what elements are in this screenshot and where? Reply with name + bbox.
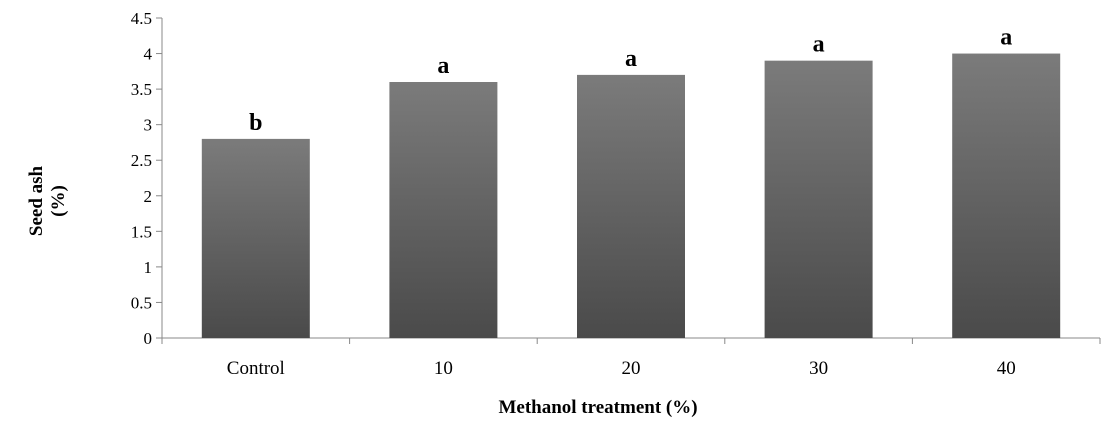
labels: Control b 10 a 20 a 30 a 40 a — [227, 25, 1016, 379]
y-tick-label: 3 — [144, 116, 153, 135]
x-tick-label: Control — [227, 358, 285, 379]
y-tick-label: 0 — [144, 329, 153, 348]
y-axis-title: Seed ash (%) — [26, 165, 69, 236]
bar — [577, 74, 685, 338]
y-tick-label: 1 — [144, 258, 153, 277]
x-axis-title: Methanol treatment (%) — [498, 397, 697, 418]
y-tick-label: 2.5 — [131, 151, 152, 170]
y-tick-label: 1.5 — [131, 222, 152, 241]
y-tick-label: 0.5 — [131, 293, 152, 312]
bar — [201, 138, 310, 338]
y-tick-label: 2 — [144, 187, 153, 206]
bar — [952, 53, 1061, 339]
y-axis-title-line-1: Seed ash — [26, 165, 47, 236]
significance-label: a — [437, 53, 449, 79]
x-tick-label: 30 — [809, 358, 828, 379]
y-tick-label: 4.5 — [131, 9, 152, 28]
significance-label: b — [249, 110, 262, 136]
significance-label: a — [813, 32, 825, 58]
x-tick-label: 10 — [434, 358, 453, 379]
bar — [764, 60, 873, 339]
y-tick-label: 3.5 — [131, 80, 152, 99]
x-tick-label: 40 — [997, 358, 1016, 379]
bars — [201, 53, 1061, 339]
y-tick-label: 4 — [144, 45, 153, 64]
significance-label: a — [625, 46, 637, 72]
bar — [389, 82, 498, 338]
y-axis-title-line-2: (%) — [48, 185, 69, 217]
significance-label: a — [1000, 25, 1012, 51]
x-tick-label: 20 — [622, 358, 641, 379]
axes: 0 0.5 1 1.5 2 2.5 3 3.5 4 4.5 — [131, 9, 1101, 348]
